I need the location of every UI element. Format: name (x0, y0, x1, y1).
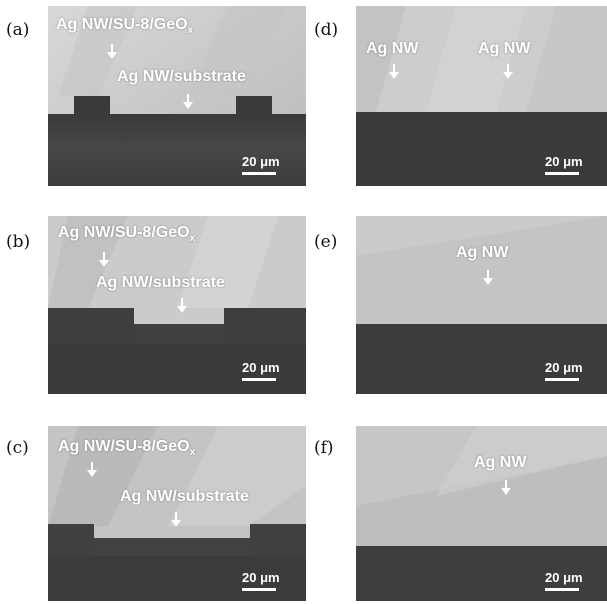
annotation-substrate-b: Ag NW/substrate (96, 274, 225, 291)
sem-image-e (356, 216, 607, 394)
sem-image-b (48, 216, 306, 394)
panel-label-b: (b) (6, 232, 31, 252)
panel-label-f: (f) (314, 438, 334, 458)
scale-bar-f: 20 μm (545, 570, 583, 591)
panel-label-e: (e) (314, 232, 338, 252)
panel-label-d: (d) (314, 20, 339, 40)
panel-label-c: (c) (6, 438, 29, 458)
panel-label-a: (a) (6, 20, 30, 40)
annotation-substrate-a: Ag NW/substrate (117, 68, 246, 85)
annotation-agnw-d-right: Ag NW (478, 40, 531, 57)
scale-bar-b: 20 μm (242, 360, 280, 381)
scale-bar-a: 20 μm (242, 154, 280, 175)
annotation-su8-b: Ag NW/SU-8/GeOx (58, 224, 196, 245)
scale-bar-c: 20 μm (242, 570, 280, 591)
sem-image-f (356, 426, 607, 601)
annotation-substrate-c: Ag NW/substrate (120, 488, 249, 505)
annotation-agnw-e: Ag NW (456, 244, 509, 261)
annotation-agnw-f: Ag NW (474, 454, 527, 471)
annotation-su8-a: Ag NW/SU-8/GeOx (56, 16, 194, 37)
annotation-su8-c: Ag NW/SU-8/GeOx (58, 438, 196, 459)
annotation-agnw-d-left: Ag NW (366, 40, 419, 57)
sem-image-d (356, 6, 607, 186)
scale-bar-d: 20 μm (545, 154, 583, 175)
sem-image-c (48, 426, 306, 601)
scale-bar-e: 20 μm (545, 360, 583, 381)
